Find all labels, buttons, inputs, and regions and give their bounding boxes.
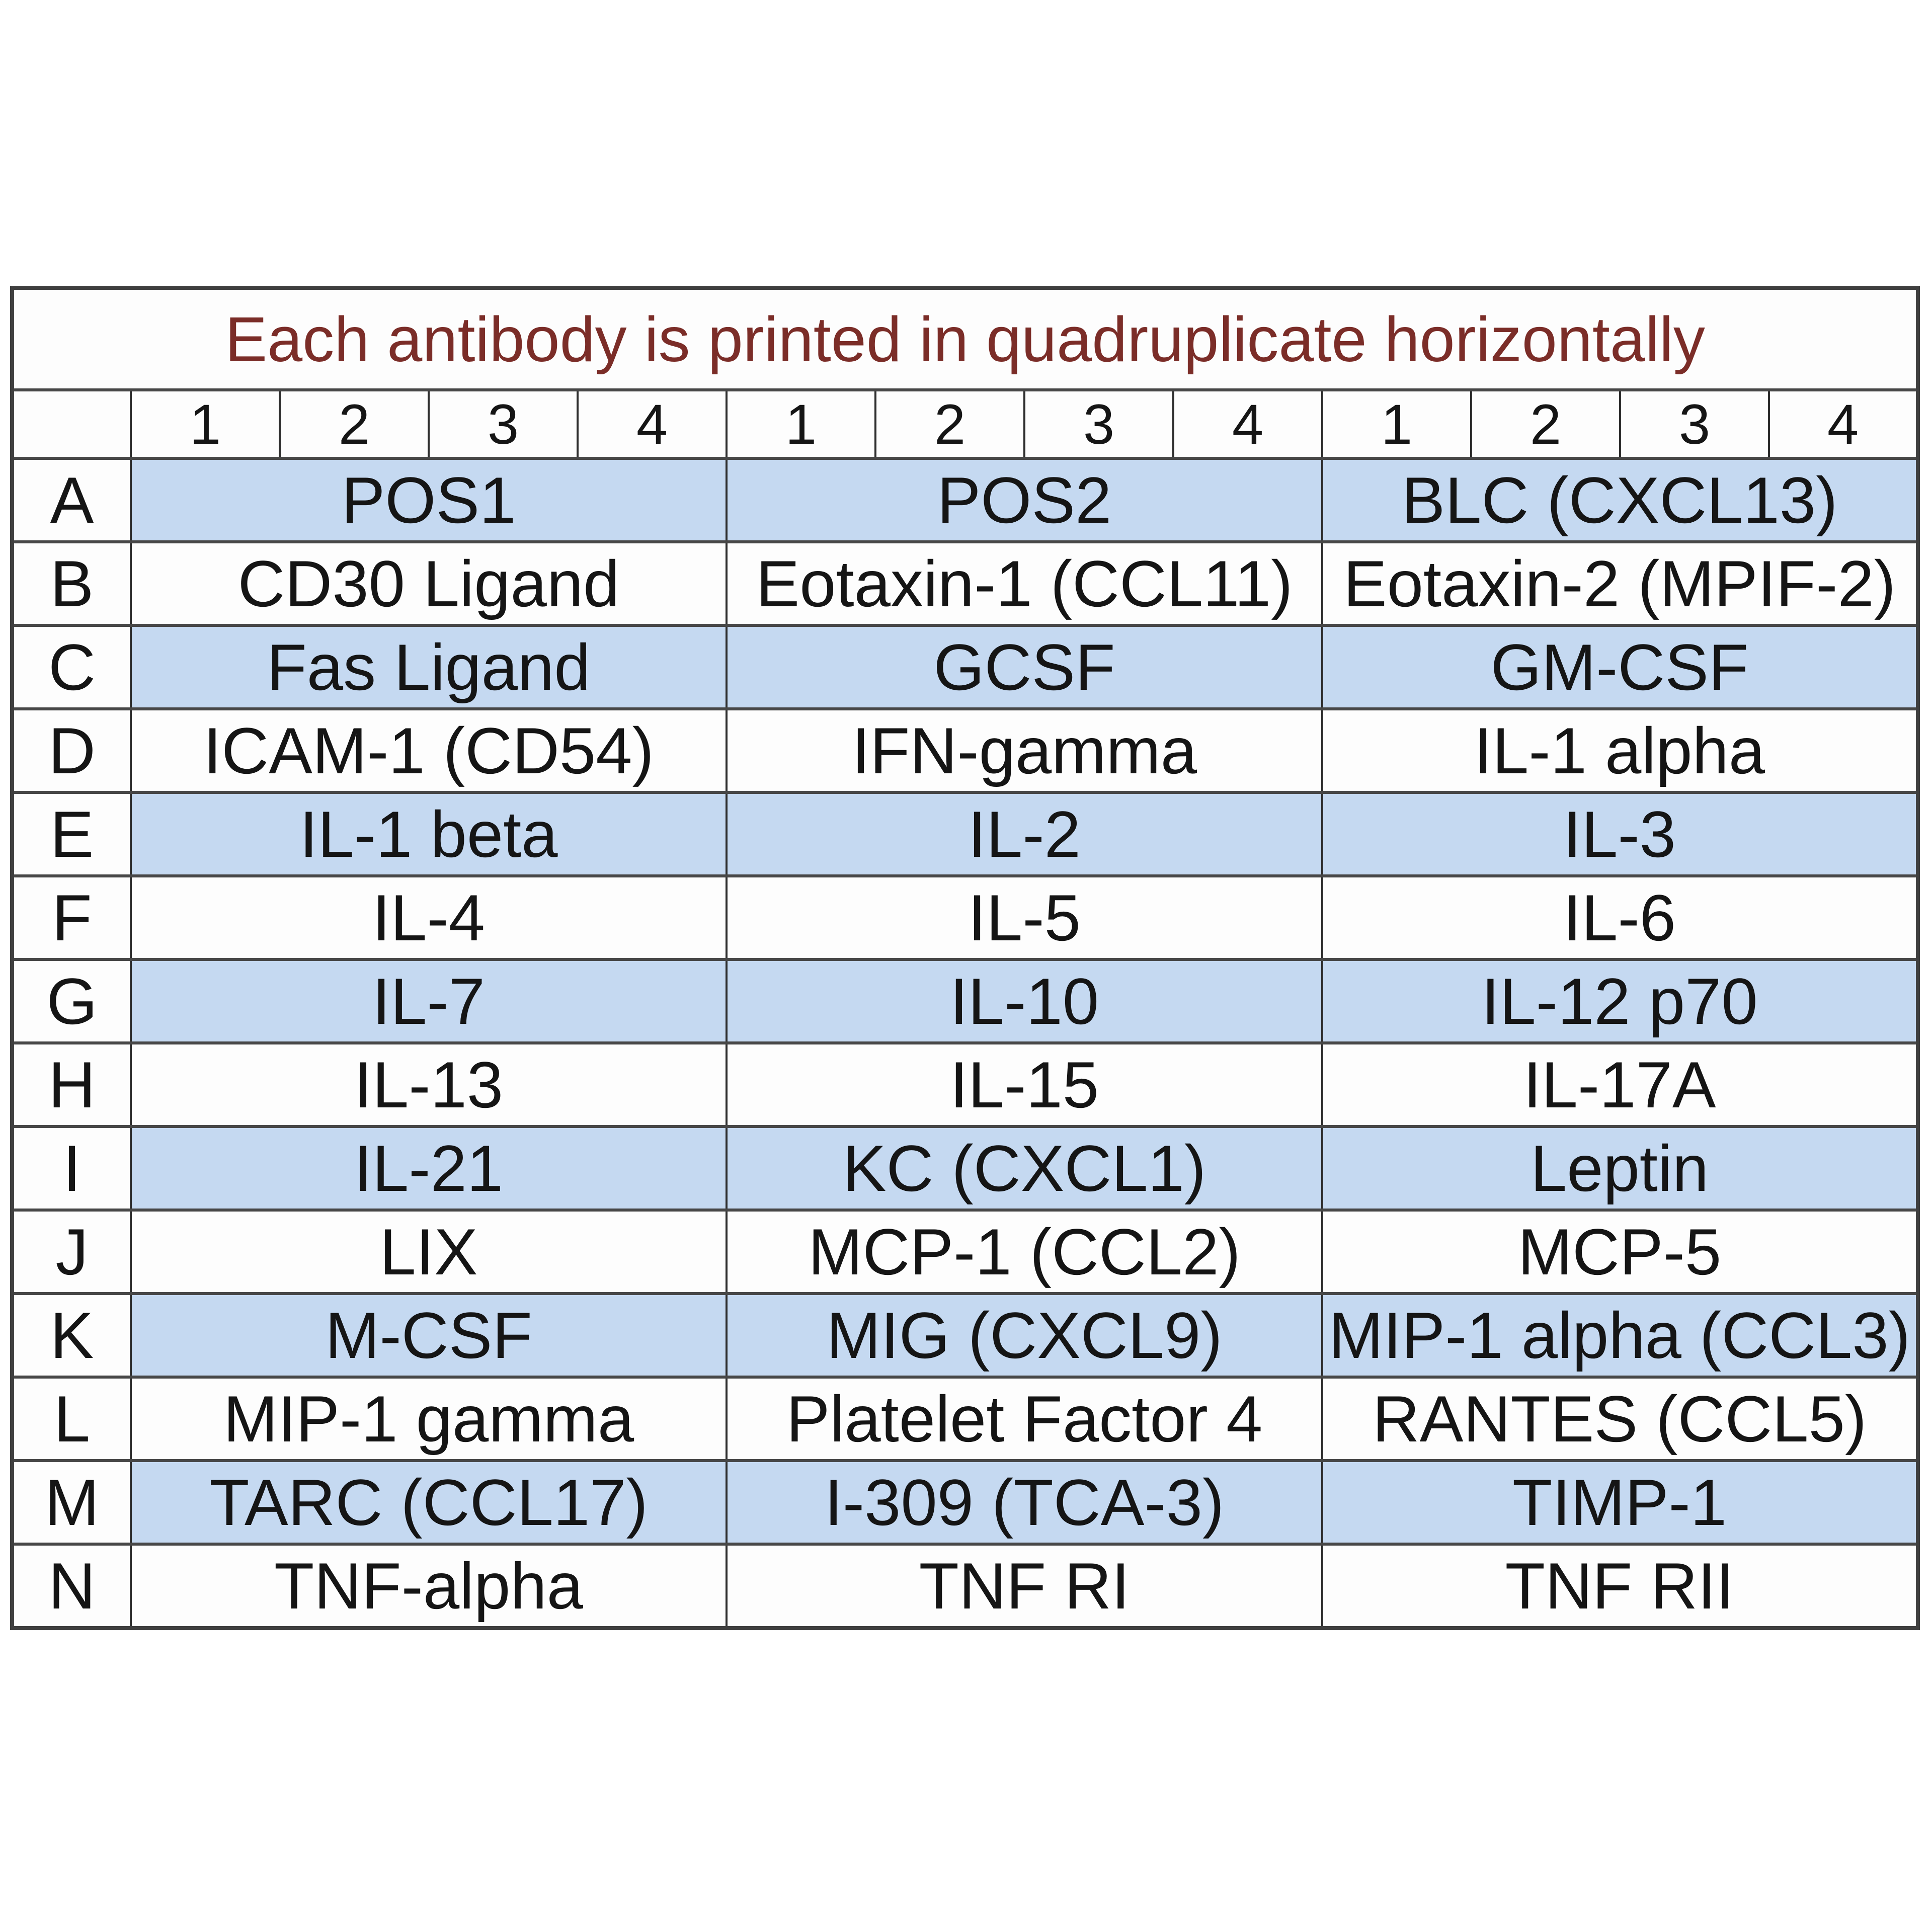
table-row-C: C Fas Ligand GCSF GM-CSF [11,624,1919,710]
column-header-3: 3 [428,388,579,460]
table-row-J: J LIX MCP-1 (CCL2) MCP-5 [11,1209,1919,1295]
table-row-G: G IL-7 IL-10 IL-12 p70 [11,958,1919,1044]
table-row-E: E IL-1 beta IL-2 IL-3 [11,791,1919,877]
column-header-6: 2 [874,388,1025,460]
corner-cell [11,388,132,460]
antibody-cell: LIX [130,1209,728,1295]
antibody-cell: Eotaxin-2 (MPIF-2) [1321,540,1919,627]
column-header-8: 4 [1172,388,1323,460]
antibody-cell: I-309 (TCA-3) [726,1459,1323,1546]
antibody-cell: POS1 [130,457,728,543]
row-letter: I [11,1125,132,1212]
table-row-A: A POS1 POS2 BLC (CXCL13) [11,457,1919,543]
row-letter: D [11,707,132,794]
table-row-B: B CD30 Ligand Eotaxin-1 (CCL11) Eotaxin-… [11,540,1919,627]
antibody-cell: MCP-5 [1321,1209,1919,1295]
column-header-7: 3 [1023,388,1174,460]
column-header-5: 1 [726,388,876,460]
antibody-cell: RANTES (CCL5) [1321,1376,1919,1462]
table-row-K: K M-CSF MIG (CXCL9) MIP-1 alpha (CCL3) [11,1292,1919,1379]
table-title: Each antibody is printed in quadruplicat… [11,286,1919,391]
row-letter: B [11,540,132,627]
antibody-cell: TNF RI [726,1543,1323,1630]
antibody-cell: MIP-1 gamma [130,1376,728,1462]
antibody-cell: Fas Ligand [130,624,728,710]
antibody-cell: IL-10 [726,958,1323,1044]
antibody-cell: IL-15 [726,1041,1323,1128]
antibody-cell: TNF-alpha [130,1543,728,1630]
column-header-4: 4 [577,388,728,460]
antibody-array-map-table: Each antibody is printed in quadruplicat… [10,286,1920,1630]
table-row-D: D ICAM-1 (CD54) IFN-gamma IL-1 alpha [11,707,1919,794]
row-letter: J [11,1209,132,1295]
antibody-cell: TARC (CCL17) [130,1459,728,1546]
row-letter: M [11,1459,132,1546]
antibody-cell: IL-12 p70 [1321,958,1919,1044]
row-letter: G [11,958,132,1044]
antibody-cell: Leptin [1321,1125,1919,1212]
antibody-cell: IL-1 alpha [1321,707,1919,794]
antibody-cell: MIG (CXCL9) [726,1292,1323,1379]
antibody-cell: IL-6 [1321,874,1919,961]
antibody-cell: KC (CXCL1) [726,1125,1323,1212]
column-header-1: 1 [130,388,281,460]
table-row-M: M TARC (CCL17) I-309 (TCA-3) TIMP-1 [11,1459,1919,1546]
antibody-cell: Platelet Factor 4 [726,1376,1323,1462]
antibody-cell: M-CSF [130,1292,728,1379]
antibody-cell: IL-17A [1321,1041,1919,1128]
table-row-H: H IL-13 IL-15 IL-17A [11,1041,1919,1128]
antibody-cell: IL-5 [726,874,1323,961]
antibody-cell: GCSF [726,624,1323,710]
antibody-cell: IL-3 [1321,791,1919,877]
antibody-cell: BLC (CXCL13) [1321,457,1919,543]
antibody-cell: TIMP-1 [1321,1459,1919,1546]
row-letter: K [11,1292,132,1379]
column-header-11: 3 [1619,388,1770,460]
table-row-F: F IL-4 IL-5 IL-6 [11,874,1919,961]
antibody-cell: IFN-gamma [726,707,1323,794]
antibody-cell: IL-21 [130,1125,728,1212]
antibody-cell: MIP-1 alpha (CCL3) [1321,1292,1919,1379]
row-letter: L [11,1376,132,1462]
antibody-cell: Eotaxin-1 (CCL11) [726,540,1323,627]
row-letter: E [11,791,132,877]
column-header-10: 2 [1470,388,1621,460]
table-row-N: N TNF-alpha TNF RI TNF RII [11,1543,1919,1630]
antibody-cell: IL-4 [130,874,728,961]
antibody-cell: GM-CSF [1321,624,1919,710]
row-letter: F [11,874,132,961]
row-letter: A [11,457,132,543]
table-title-row: Each antibody is printed in quadruplicat… [11,286,1919,391]
antibody-cell: TNF RII [1321,1543,1919,1630]
column-header-12: 4 [1767,388,1919,460]
table-row-I: I IL-21 KC (CXCL1) Leptin [11,1125,1919,1212]
antibody-cell: IL-1 beta [130,791,728,877]
antibody-cell: ICAM-1 (CD54) [130,707,728,794]
row-letter: N [11,1543,132,1630]
antibody-cell: CD30 Ligand [130,540,728,627]
antibody-cell: IL-13 [130,1041,728,1128]
row-letter: C [11,624,132,710]
row-letter: H [11,1041,132,1128]
column-header-row: 1 2 3 4 1 2 3 4 1 2 3 4 [11,388,1919,460]
antibody-cell: IL-7 [130,958,728,1044]
antibody-cell: IL-2 [726,791,1323,877]
antibody-cell: POS2 [726,457,1323,543]
antibody-cell: MCP-1 (CCL2) [726,1209,1323,1295]
table-row-L: L MIP-1 gamma Platelet Factor 4 RANTES (… [11,1376,1919,1462]
column-header-9: 1 [1321,388,1472,460]
column-header-2: 2 [279,388,430,460]
